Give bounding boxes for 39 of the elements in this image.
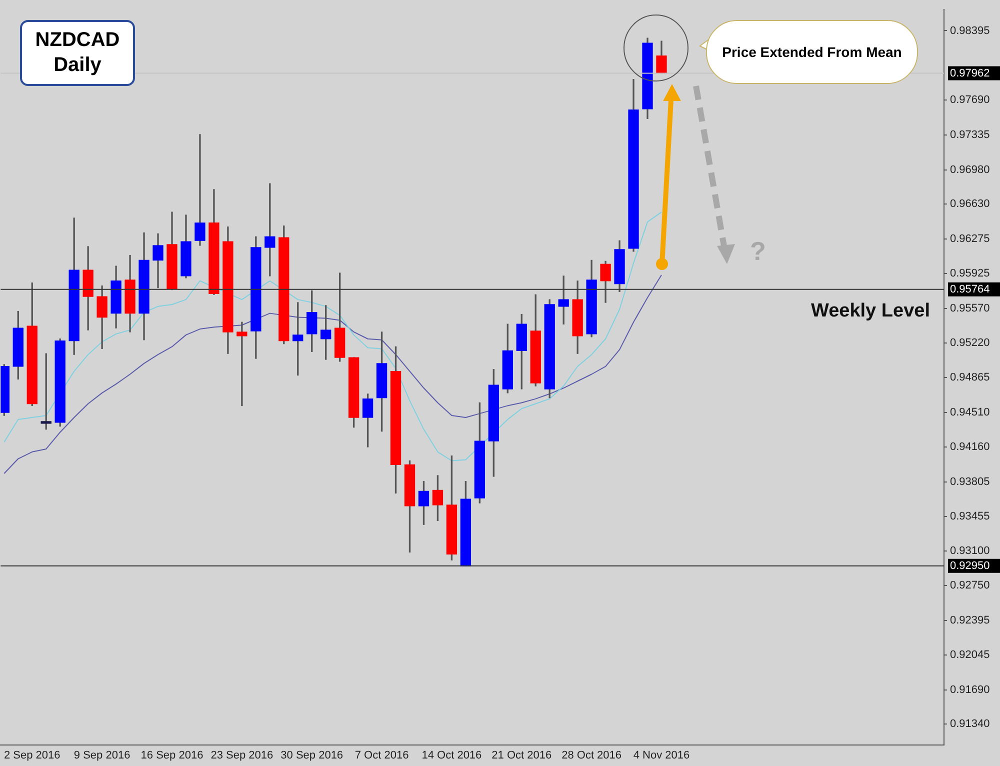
y-tick-label: 0.96630 — [950, 198, 990, 210]
x-tick-label: 7 Oct 2016 — [354, 749, 409, 762]
y-tick-label: 0.95570 — [950, 302, 990, 314]
y-tick-label: 0.91690 — [950, 684, 990, 696]
y-tick-label: 0.91340 — [950, 718, 990, 730]
x-tick-label: 23 Sep 2016 — [210, 749, 274, 762]
y-tick-label: 0.94160 — [950, 441, 990, 454]
y-tick-label: 0.95925 — [950, 268, 990, 280]
y-tick-label: 0.92395 — [950, 614, 990, 626]
candlestick — [194, 134, 206, 246]
ref-line-label: 0.95764 — [950, 283, 990, 296]
x-tick-label: 21 Oct 2016 — [492, 749, 552, 762]
x-tick-label: 14 Oct 2016 — [422, 749, 482, 762]
y-tick-label: 0.92045 — [950, 648, 990, 661]
y-tick-label: 0.93455 — [950, 510, 990, 522]
y-tick-label: 0.94510 — [950, 406, 990, 419]
y-tick-label: 0.97690 — [950, 94, 990, 106]
y-tick-label: 0.93100 — [950, 545, 990, 558]
text: Price Extended From Mean — [706, 20, 918, 84]
y-tick-label: 0.97335 — [950, 128, 990, 141]
y-tick-label: 0.98395 — [950, 24, 990, 37]
y-tick-label: 0.94865 — [950, 372, 990, 384]
x-tick-label: 2 Sep 2016 — [4, 749, 60, 762]
x-tick-label: 28 Oct 2016 — [562, 749, 622, 762]
ref-line-label: 0.97962 — [950, 67, 990, 80]
annotation: Weekly Level — [810, 300, 930, 322]
y-tick-label: 0.95220 — [950, 336, 990, 349]
x-tick-label: 16 Sep 2016 — [140, 749, 204, 762]
x-tick-label: 30 Sep 2016 — [280, 749, 344, 762]
candlestick — [236, 322, 248, 406]
y-tick-label: 0.96275 — [950, 233, 990, 246]
y-tick-label: 0.93805 — [950, 476, 990, 488]
x-tick-label: 9 Sep 2016 — [74, 749, 130, 762]
x-tick-label: 4 Nov 2016 — [633, 749, 690, 762]
ref-line-label: 0.92950 — [950, 560, 990, 572]
y-tick-label: 0.92750 — [950, 580, 990, 592]
text: ? — [750, 236, 766, 267]
text: NZDCAD Daily — [20, 20, 135, 86]
y-tick-label: 0.96980 — [950, 164, 990, 176]
